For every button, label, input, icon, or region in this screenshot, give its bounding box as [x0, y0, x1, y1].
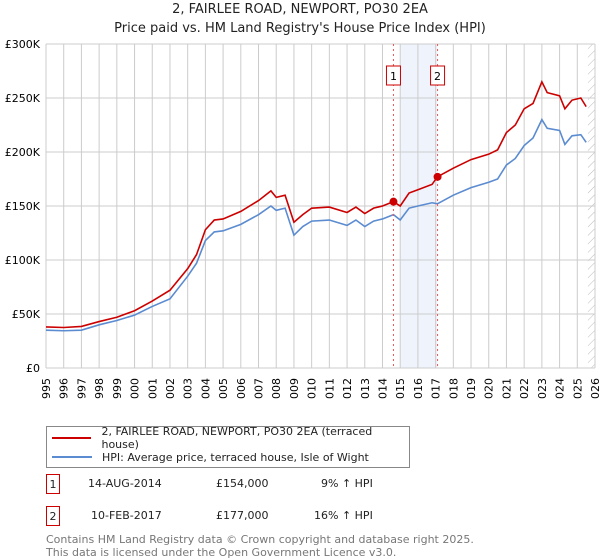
x-tick-label: 2000	[129, 378, 142, 400]
x-tick-label: 1995	[40, 378, 53, 400]
plot-area: 1995 1996 1997 1998 1999 2000 2001 2002 2003 2004…	[5, 38, 600, 400]
sale-price: £177,000	[216, 509, 269, 522]
y-tick-label: £0	[26, 362, 40, 375]
chart-subtitle: Price paid vs. HM Land Registry's House …	[114, 21, 486, 36]
sale-badge: 2	[46, 506, 60, 526]
x-tick-label: 2016	[412, 378, 425, 400]
x-tick-label: 2024	[554, 378, 567, 400]
y-tick-label: £200K	[5, 146, 41, 159]
sale-point	[389, 197, 398, 206]
sale-hpi-diff: 9% ↑ HPI	[321, 477, 373, 490]
x-tick-label: 2009	[288, 378, 301, 400]
sale-marker-label: 1	[390, 70, 397, 83]
x-tick-label: 2012	[341, 378, 354, 400]
y-tick-label: £300K	[5, 38, 41, 51]
series-line	[45, 117, 587, 332]
x-tick-label: 2026	[589, 378, 600, 400]
sale-date: 14-AUG-2014	[88, 477, 162, 490]
x-tick-label: 2007	[253, 378, 266, 400]
footer: Contains HM Land Registry data © Crown c…	[46, 533, 474, 559]
x-tick-label: 2011	[323, 378, 336, 400]
x-tick-label: 2019	[465, 378, 478, 400]
legend: 2, FAIRLEE ROAD, NEWPORT, PO30 2EA (terr…	[46, 425, 410, 468]
x-tick-label: 2014	[376, 378, 389, 400]
x-tick-label: 2005	[217, 378, 230, 400]
x-tick-label: 2010	[306, 378, 319, 400]
x-tick-label: 2013	[359, 378, 372, 400]
sale-marker-badge	[385, 65, 401, 86]
sale-hpi-diff: 16% ↑ HPI	[314, 509, 373, 522]
x-tick-label: 1998	[93, 378, 106, 400]
x-tick-label: 2022	[518, 378, 531, 400]
x-tick-label: 2015	[394, 378, 407, 400]
x-tick-label: 2017	[430, 378, 443, 400]
sale-row-2: 2 10-FEB-2017 £177,000 16% ↑ HPI	[46, 506, 546, 526]
x-tick-label: 2025	[571, 378, 584, 400]
footer-line-2: This data is licensed under the Open Gov…	[46, 546, 397, 559]
x-tick-label: 2002	[164, 378, 177, 400]
x-tick-label: 2021	[500, 378, 513, 400]
legend-label-hpi: HPI: Average price, terraced house, Isle…	[102, 450, 369, 464]
x-tick-label: 2001	[146, 378, 159, 400]
legend-label-property: 2, FAIRLEE ROAD, NEWPORT, PO30 2EA (terr…	[101, 425, 373, 451]
sale-date: 10-FEB-2017	[91, 509, 162, 522]
legend-swatch-property	[52, 437, 92, 439]
y-tick-label: £100K	[5, 254, 41, 267]
x-tick-label: 2020	[483, 378, 496, 400]
legend-swatch-hpi	[52, 456, 92, 458]
sale-point	[433, 172, 442, 181]
x-tick-label: 1996	[58, 378, 71, 400]
x-tick-label: 2023	[536, 378, 549, 400]
y-tick-label: £250K	[5, 92, 41, 105]
footer-line-1: Contains HM Land Registry data © Crown c…	[46, 533, 474, 546]
sale-price: £154,000	[216, 477, 269, 490]
chart-title: 2, FAIRLEE ROAD, NEWPORT, PO30 2EA	[172, 2, 428, 17]
y-tick-label: £50K	[12, 308, 41, 321]
x-tick-label: 2006	[235, 378, 248, 400]
x-tick-label: 2004	[199, 378, 212, 400]
x-tick-label: 2018	[447, 378, 460, 400]
x-tick-label: 2008	[270, 378, 283, 400]
x-tick-label: 1999	[111, 378, 124, 400]
sale-marker-badge	[430, 65, 446, 86]
x-tick-label: 1997	[75, 378, 88, 400]
sale-marker-label: 2	[434, 70, 441, 83]
series-line	[45, 79, 587, 329]
sale-row-1: 1 14-AUG-2014 £154,000 9% ↑ HPI	[46, 474, 546, 494]
y-tick-label: £150K	[5, 200, 41, 213]
sale-badge: 1	[46, 474, 60, 494]
x-tick-label: 2003	[182, 378, 195, 400]
